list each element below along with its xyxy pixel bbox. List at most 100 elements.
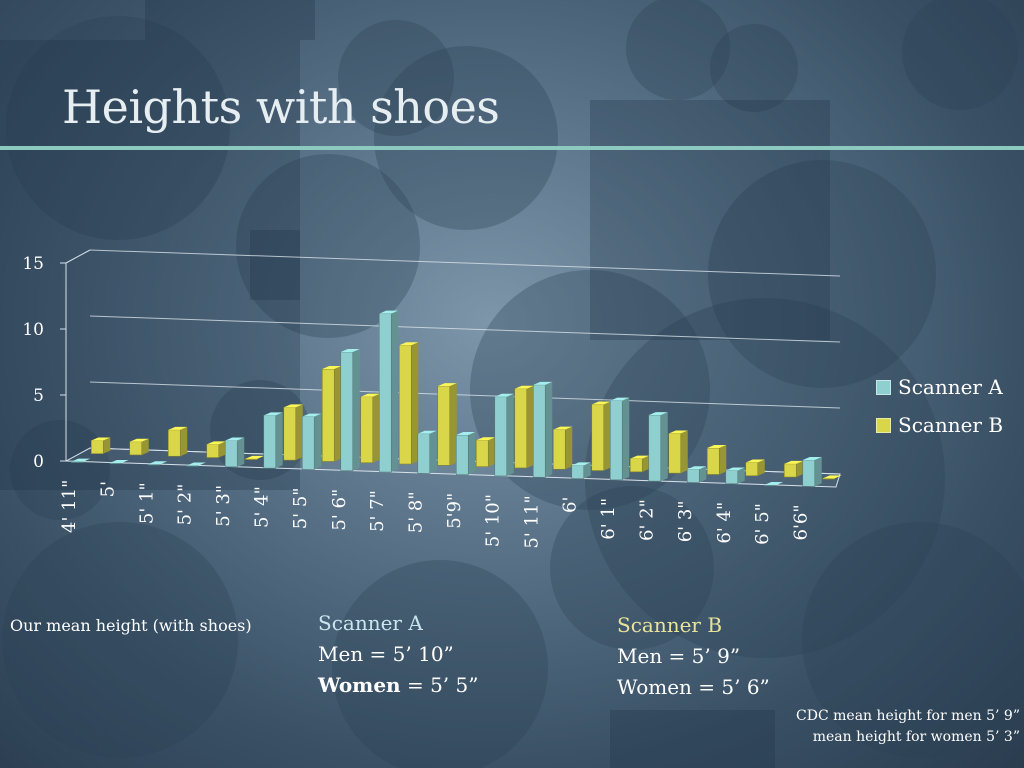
x-tick-label: 5' 6" [329,489,350,531]
bar-scanner-a-top [533,381,553,385]
bar-scanner-a [725,470,739,485]
bar-scanner-b-top [630,455,650,459]
bar-scanner-b-side [526,385,534,468]
scanner-b-women: Women = 5’ 6” [617,675,770,699]
bar-scanner-b [822,478,836,480]
bar-scanner-a [224,440,238,468]
bar-scanner-a [802,459,816,487]
bar-scanner-a [340,351,354,472]
cdc-women-line: mean height for women 5’ 3” [812,729,1020,745]
x-tick-label: 5' 7" [367,490,388,532]
bar-scanner-a-side [583,462,591,479]
bar-scanner-b-side [757,459,765,476]
bar-scanner-a-top [148,461,168,465]
bar-scanner-b-top [245,455,265,459]
bar-scanner-b [475,439,489,467]
legend-label-scanner-a: Scanner A [898,375,1003,399]
gridline [89,381,841,409]
scanner-a-women-label: Women [318,673,401,697]
bar-scanner-a-side [814,456,822,487]
scanner-a-women: Women = 5’ 5” [318,670,478,701]
bar-scanner-b-side [488,437,496,467]
slide-title: Heights with shoes [62,80,500,134]
x-tick-label: 6' 3" [675,500,696,542]
bar-scanner-b-top [591,401,611,405]
scanner-a-summary: Scanner A Men = 5’ 10” Women = 5’ 5” [318,608,478,701]
scanner-b-men: Men = 5’ 9” [617,644,741,668]
x-tick-label: 5'9" [444,493,465,529]
x-tick-label: 5' 1" [136,482,157,524]
bar-scanner-b [167,429,181,457]
bar-scanner-b-top [668,430,688,434]
x-tick-label: 6' 1" [598,498,619,540]
bar-scanner-b-side [372,393,380,463]
legend-swatch-scanner-a [876,379,891,395]
legend-swatch-scanner-b [876,417,891,433]
bar-scanner-a-side [737,467,745,484]
chart-legend: Scanner A Scanner B [876,368,1016,444]
bar-scanner-a [686,468,700,483]
bar-scanner-b-top [129,438,149,442]
bar-scanner-b-top [514,385,534,389]
scanner-b-heading: Scanner B [617,613,723,637]
bar-scanner-a [70,461,84,463]
legend-item-scanner-b: Scanner B [876,406,1016,444]
bar-scanner-b-top [707,445,727,449]
gridline [89,249,841,277]
bar-scanner-a-side [468,432,476,475]
bar-scanner-b [591,404,605,471]
scanner-a-women-value: = 5’ 5” [400,673,479,697]
gridline [89,315,841,343]
bar-scanner-b-top [822,475,842,479]
bar-scanner-b-side [411,342,419,465]
scanner-b-summary: Scanner B Men = 5’ 9” Women = 5’ 6” [617,610,770,703]
x-tick-label: 5' 11" [521,495,542,548]
y-tick-label: 0 [33,452,44,472]
bar-scanner-a [763,484,777,487]
bar-scanner-a-top [687,466,707,470]
bar-scanner-a-top [725,467,745,471]
bar-scanner-a-top [340,348,360,352]
bar-scanner-b [398,344,412,465]
bar-scanner-b [437,385,451,466]
bar-scanner-b [552,429,566,470]
bar-scanner-a-side [391,310,399,473]
bar-scanner-b-top [168,426,188,430]
bar-scanner-a-side [275,412,283,469]
mean-height-caption: Our mean height (with shoes) [10,616,252,635]
bar-scanner-b [360,396,374,464]
bar-scanner-a-top [109,459,129,463]
bar-scanner-b-top [399,342,419,346]
bar-scanner-a [186,465,200,467]
bar-scanner-b-side [796,460,804,478]
bar-scanner-a [571,465,585,479]
bar-scanner-b-side [719,445,727,475]
x-tick-label: 6'6" [791,504,812,540]
bar-scanner-a [609,400,623,481]
bar-scanner-b-side [603,401,611,471]
bar-scanner-a-top [71,458,91,462]
bar-scanner-a [263,415,277,469]
bar-scanner-a-side [506,393,514,476]
bar-scanner-b-side [449,383,457,466]
bar-scanner-a-side [545,381,553,478]
bar-scanner-a [147,463,161,466]
bar-scanner-a-side [429,430,437,474]
bar-scanner-b [745,462,759,477]
bar-scanner-b-side [334,366,342,462]
bar-scanner-b [90,440,104,454]
bar-scanner-a-top [263,412,283,416]
x-tick-label: 5' [98,481,119,497]
bar-scanner-b [244,458,258,460]
bar-scanner-b [783,463,797,478]
x-tick-label: 6' 5" [752,503,773,545]
bar-scanner-a [494,396,508,477]
bar-scanner-b [706,447,720,475]
bar-scanner-b-top [206,441,226,445]
bar-scanner-b-top [437,383,457,387]
bar-scanner-b-side [295,404,303,461]
bar-scanner-a-side [237,437,245,467]
bar-scanner-b [321,368,335,462]
bar-scanner-a-top [456,432,476,436]
scanner-a-men: Men = 5’ 10” [318,642,454,666]
